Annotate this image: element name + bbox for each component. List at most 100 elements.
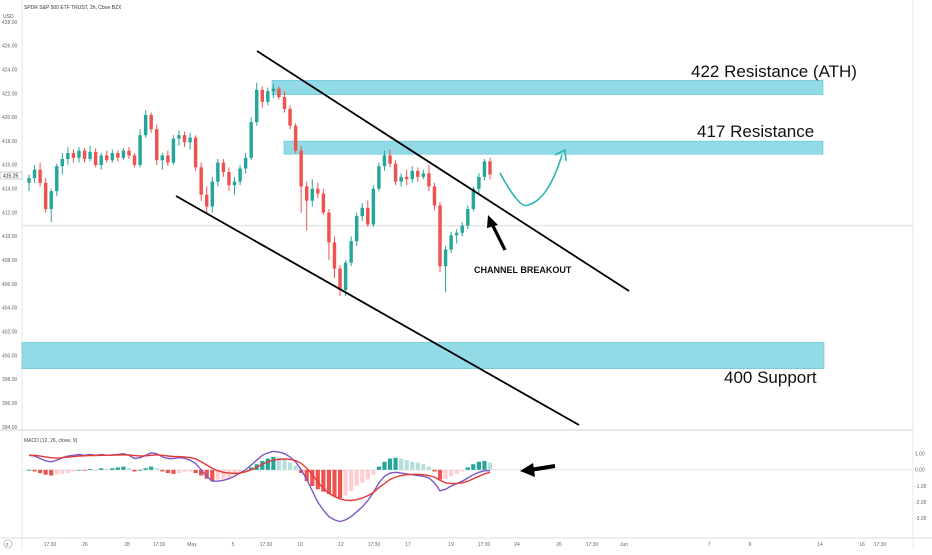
candle-body [188,137,192,143]
zone-band [271,80,824,95]
macd-histogram-bar [249,467,254,470]
candle-body [88,151,92,159]
projection-curve[interactable] [499,154,563,207]
candle-body [66,153,70,159]
macd-histogram-bar [226,469,232,478]
macd-histogram-bar [76,469,82,471]
zone-band [283,140,824,155]
candle-body [205,194,209,207]
candle-body [477,176,481,189]
macd-histogram-bar [237,469,243,474]
projection-arrowhead [554,148,567,162]
macd-histogram-bar [387,458,393,470]
candle-body [321,193,326,213]
macd-histogram-bar [276,457,282,470]
candle-body [27,178,31,183]
macd-histogram-bar [38,469,43,474]
candle-body [438,205,442,267]
candle-body [399,176,403,182]
candle-body [99,155,103,165]
candle-body [121,150,126,158]
macd-histogram-bar [171,469,176,474]
candle-body [110,153,115,161]
time-tick-label: 17:30 [260,542,273,548]
macd-histogram-bar [293,465,298,470]
price-tick-label: 410.00 [2,234,18,240]
candle-body [93,151,98,165]
candle-body [482,161,487,177]
candle-body [221,162,226,173]
time-tick-label: 24 [514,542,520,548]
time-tick-label: 17:30 [44,542,57,548]
macd-histogram-bar [443,469,448,479]
candle-body [327,212,331,243]
macd-histogram-bar [326,469,332,495]
macd-histogram-bar [482,460,487,470]
channel-lower-line[interactable] [175,195,580,426]
macd-histogram-bar [399,458,404,470]
time-tick-label: 7 [708,542,711,548]
candle-body [149,114,153,130]
macd-histogram-bar [260,460,265,470]
macd-histogram-bar [432,469,437,472]
resistance-417-label: 417 Resistance [697,122,814,141]
candle-body [210,181,215,207]
macd-histogram-bar [132,469,137,472]
time-tick-label: 26 [556,542,562,548]
macd-tick-label: 0.00 [915,468,925,474]
time-tick-label: 12 [338,542,344,548]
macd-tick-label: 1.00 [915,451,925,457]
macd-histogram-bar [99,468,104,470]
macd-histogram-bar [210,469,215,482]
time-tick-label: 10 [297,542,303,548]
candle-body [132,155,137,165]
price-tick-label: 418.00 [2,139,18,145]
macd-histogram-bar [415,462,420,470]
macd-histogram-bar [315,469,320,490]
macd-histogram-bar [393,457,398,470]
macd-histogram-bar [371,469,376,475]
candle-body [232,181,237,186]
candle-body [471,188,476,210]
macd-histogram-bar [460,469,465,472]
price-tick-label: 402.00 [2,330,18,336]
price-tick-label: 396.00 [2,401,18,407]
macd-histogram-bar [82,469,87,471]
settings-gear-icon[interactable] [3,539,13,549]
candle-body [266,91,270,102]
macd-histogram-bar [160,469,165,472]
time-tick-label: 17:30 [874,542,887,548]
macd-histogram-bar [382,461,387,470]
time-tick-label: 17:30 [368,542,381,548]
macd-histogram-bar [304,469,309,482]
candle-body [421,173,426,177]
time-tick-label: 17:30 [478,542,491,548]
candle-body [255,89,259,123]
candle-body [271,88,276,92]
price-tick-label: 400.00 [2,353,18,359]
candle-body [71,153,76,158]
candle-body [243,157,248,169]
candle-body [199,167,203,195]
macd-histogram-bar [465,467,470,470]
candle-body [393,163,398,182]
candle-body [416,170,420,177]
price-tick-label: 398.00 [2,377,18,383]
zone-band [21,342,825,369]
macd-histogram-bar [337,469,343,499]
candle-body [216,162,220,182]
macd-axis-ticks: 1.00 0.00 -1.00 -2.00 -3.00 [915,451,927,522]
macd-tick-label: -3.00 [915,516,927,522]
candle-body [260,89,264,102]
candle-body [160,155,165,161]
candle-body [143,114,148,136]
channel-upper-line[interactable] [256,50,630,292]
price-tick-label: 394.00 [2,425,18,431]
settings-gear-glyph: z [6,542,9,548]
candle-body [343,262,348,291]
macd-histogram-bar [104,469,109,470]
candle-body [155,129,159,161]
candle-body [182,135,187,143]
resistance-ath-label: 422 Resistance (ATH) [691,62,857,81]
